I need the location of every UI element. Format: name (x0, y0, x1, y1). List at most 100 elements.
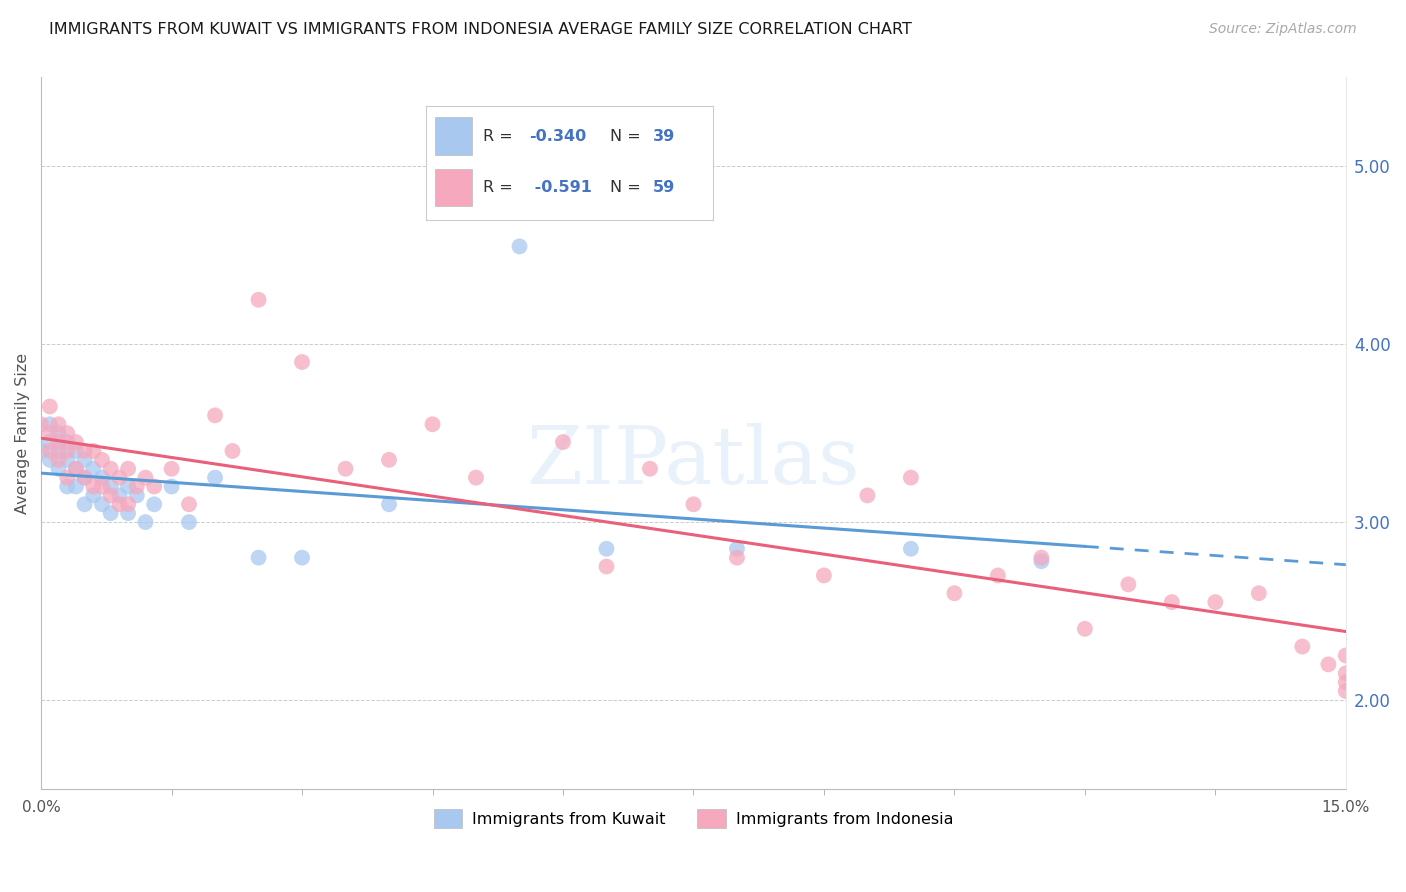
Point (65, 479, 87, 493)
Point (65, 461, 87, 475)
Point (65, 435, 87, 450)
Point (108, 488, 131, 502)
Point (48, 461, 70, 475)
Point (143, 479, 166, 493)
Point (108, 497, 131, 511)
Point (422, 417, 444, 432)
Point (48, 426, 70, 441)
Point (134, 470, 156, 484)
Point (1118, 577, 1140, 591)
Point (65, 461, 87, 475)
Point (1334, 648, 1357, 663)
Point (91, 479, 114, 493)
Point (125, 488, 148, 502)
Point (465, 470, 488, 484)
Point (177, 515, 200, 529)
Point (177, 497, 200, 511)
Point (73, 453, 96, 467)
Point (38, 435, 60, 450)
Point (38, 400, 60, 414)
Point (73, 497, 96, 511)
Point (725, 541, 748, 556)
Text: Source: ZipAtlas.com: Source: ZipAtlas.com (1209, 22, 1357, 37)
Point (508, 239, 530, 253)
Point (108, 470, 131, 484)
Point (856, 488, 879, 502)
Point (82, 444, 104, 458)
Point (247, 550, 270, 565)
Point (56, 426, 79, 441)
Point (117, 461, 139, 475)
Point (125, 479, 148, 493)
Point (943, 586, 966, 600)
Point (987, 568, 1010, 582)
Point (638, 461, 661, 475)
Point (91, 453, 114, 467)
Point (682, 497, 704, 511)
Point (1334, 666, 1357, 681)
Point (48, 453, 70, 467)
Point (38, 426, 60, 441)
Point (82, 461, 104, 475)
Point (100, 506, 122, 520)
Point (30, 444, 52, 458)
Point (73, 470, 96, 484)
Point (65, 444, 87, 458)
Point (117, 479, 139, 493)
Point (813, 568, 835, 582)
Y-axis label: Average Family Size: Average Family Size (15, 352, 30, 514)
Point (247, 293, 270, 307)
Point (1334, 675, 1357, 690)
Point (56, 435, 79, 450)
Point (1317, 657, 1340, 672)
Point (204, 470, 226, 484)
Point (160, 461, 183, 475)
Point (335, 461, 357, 475)
Point (56, 444, 79, 458)
Point (38, 444, 60, 458)
Point (117, 506, 139, 520)
Point (595, 541, 617, 556)
Legend: Immigrants from Kuwait, Immigrants from Indonesia: Immigrants from Kuwait, Immigrants from … (427, 803, 960, 834)
Point (91, 497, 114, 511)
Point (900, 470, 922, 484)
Point (1334, 684, 1357, 698)
Point (100, 461, 122, 475)
Point (91, 470, 114, 484)
Point (595, 559, 617, 574)
Point (221, 444, 243, 458)
Point (1160, 595, 1182, 609)
Point (38, 453, 60, 467)
Point (725, 550, 748, 565)
Point (82, 479, 104, 493)
Point (378, 497, 401, 511)
Point (1031, 550, 1053, 565)
Point (38, 417, 60, 432)
Point (117, 497, 139, 511)
Point (56, 479, 79, 493)
Point (1247, 586, 1270, 600)
Point (378, 453, 401, 467)
Point (134, 515, 156, 529)
Point (100, 479, 122, 493)
Point (48, 417, 70, 432)
Point (143, 497, 166, 511)
Point (900, 541, 922, 556)
Point (160, 479, 183, 493)
Point (56, 470, 79, 484)
Point (291, 355, 314, 369)
Point (1204, 595, 1226, 609)
Point (82, 488, 104, 502)
Text: IMMIGRANTS FROM KUWAIT VS IMMIGRANTS FROM INDONESIA AVERAGE FAMILY SIZE CORRELAT: IMMIGRANTS FROM KUWAIT VS IMMIGRANTS FRO… (49, 22, 912, 37)
Point (73, 470, 96, 484)
Point (551, 435, 574, 450)
Point (48, 435, 70, 450)
Point (48, 444, 70, 458)
Point (73, 444, 96, 458)
Point (56, 453, 79, 467)
Point (100, 488, 122, 502)
Point (1291, 640, 1313, 654)
Point (1031, 554, 1053, 568)
Point (1074, 622, 1097, 636)
Text: ZIPatlas: ZIPatlas (527, 423, 860, 500)
